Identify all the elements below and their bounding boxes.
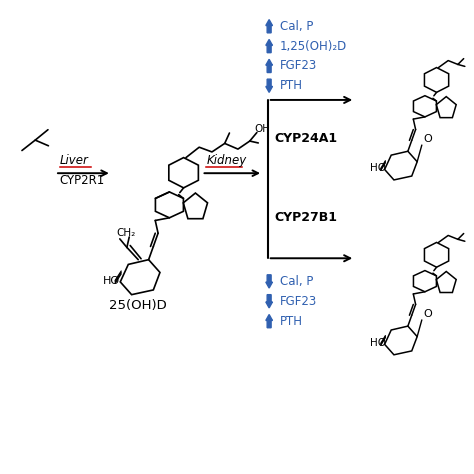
Text: O: O <box>423 309 432 319</box>
FancyArrow shape <box>266 275 273 288</box>
FancyArrow shape <box>266 59 273 73</box>
Text: OH: OH <box>255 124 271 134</box>
Text: FGF23: FGF23 <box>280 59 317 73</box>
Text: O: O <box>423 134 432 145</box>
Text: 25(OH)D: 25(OH)D <box>109 299 167 312</box>
Text: CYP24A1: CYP24A1 <box>275 132 338 145</box>
Text: Cal, P: Cal, P <box>280 275 313 288</box>
Text: FGF23: FGF23 <box>280 295 317 308</box>
Text: PTH: PTH <box>280 315 302 328</box>
FancyArrow shape <box>266 295 273 308</box>
Text: Kidney: Kidney <box>206 154 246 167</box>
Text: PTH: PTH <box>280 79 302 92</box>
Text: 1,25(OH)₂D: 1,25(OH)₂D <box>280 39 347 53</box>
Text: HO: HO <box>370 338 386 348</box>
Text: CYP27B1: CYP27B1 <box>275 211 338 224</box>
FancyArrow shape <box>266 315 273 328</box>
Text: HO: HO <box>103 276 120 286</box>
Text: CYP2R1: CYP2R1 <box>60 174 105 187</box>
FancyArrow shape <box>266 79 273 92</box>
FancyArrow shape <box>266 19 273 33</box>
Text: HO: HO <box>370 164 386 173</box>
Text: Cal, P: Cal, P <box>280 20 313 33</box>
Text: CH₂: CH₂ <box>116 228 136 238</box>
Text: Liver: Liver <box>60 154 89 167</box>
FancyArrow shape <box>266 39 273 53</box>
